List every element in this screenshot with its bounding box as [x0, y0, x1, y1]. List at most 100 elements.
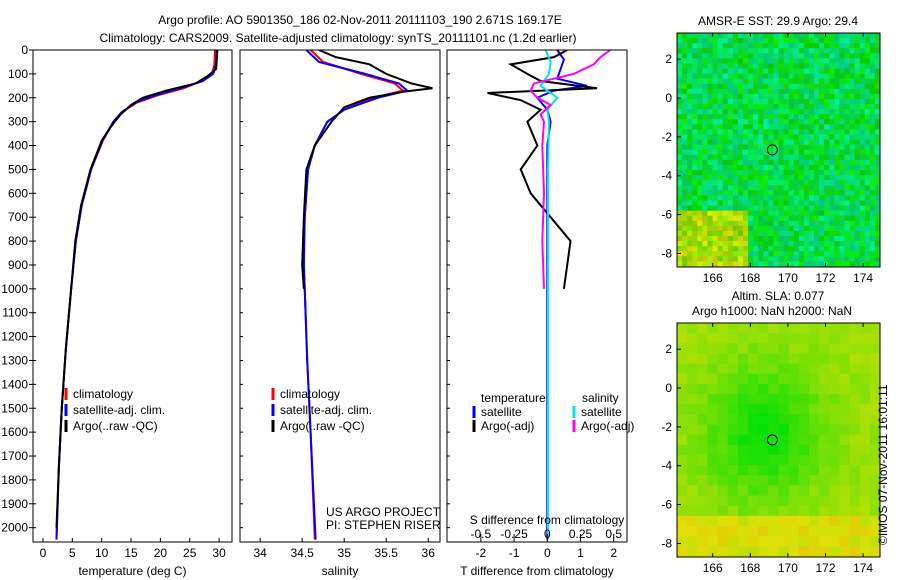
map-cell	[737, 195, 744, 201]
map-cell	[864, 109, 871, 115]
map-cell	[727, 43, 734, 49]
map-cell	[773, 185, 779, 191]
y-tick-label: 500	[8, 162, 28, 176]
map-cell	[748, 256, 754, 262]
map-cell	[839, 68, 845, 75]
map-cell	[737, 363, 749, 375]
map-cell	[687, 88, 693, 95]
map-cell	[849, 63, 856, 70]
map-cell	[788, 414, 800, 425]
map-cell	[859, 230, 866, 237]
map-cell	[682, 210, 688, 217]
map-cell	[722, 154, 729, 161]
map-cell	[727, 200, 734, 207]
map-cell	[864, 236, 871, 242]
map-cell	[849, 475, 861, 486]
map-cell	[834, 104, 840, 110]
map-cell	[829, 83, 835, 90]
map-cell	[788, 185, 795, 191]
map-cell	[819, 343, 830, 354]
map-cell	[722, 220, 729, 227]
map-cell	[824, 134, 830, 141]
map-cell	[869, 515, 881, 527]
map-cell	[869, 38, 876, 44]
map-cell	[692, 48, 698, 54]
map-cell	[849, 251, 856, 257]
map-cell	[819, 154, 825, 161]
map-cell	[702, 205, 708, 212]
map-cell	[874, 109, 881, 115]
map-cell	[727, 58, 734, 64]
map-cell	[677, 33, 683, 39]
map-cell	[712, 73, 719, 80]
map-cell	[722, 256, 729, 262]
map-cell	[859, 180, 866, 186]
map-cell	[849, 495, 861, 507]
map-cell	[722, 215, 729, 222]
map-cell	[717, 454, 729, 466]
map-cell	[849, 434, 861, 446]
map-cell	[692, 256, 698, 262]
map-cell	[808, 241, 815, 247]
map-cell	[707, 58, 714, 64]
map-cell	[829, 43, 835, 49]
map-cell	[869, 495, 881, 507]
map-cell	[712, 220, 719, 227]
map-cell	[768, 515, 779, 527]
map-cell	[773, 68, 779, 75]
map-cell	[758, 444, 769, 456]
map-cell	[839, 185, 845, 191]
map-cell	[869, 159, 876, 166]
map-cell	[849, 373, 861, 385]
map-cell	[864, 154, 871, 161]
map-cell	[834, 114, 840, 120]
map-cell	[702, 241, 708, 247]
map-cell	[819, 241, 825, 247]
map-cell	[692, 251, 698, 257]
map-cell	[783, 159, 790, 166]
map-cell	[808, 546, 820, 557]
map-cell	[717, 175, 724, 181]
map-cell	[793, 180, 800, 186]
map-cell	[819, 73, 825, 80]
map-cell	[783, 98, 790, 105]
map-cell	[793, 144, 800, 151]
map-cell	[834, 241, 840, 247]
map-cell	[834, 38, 840, 44]
map-cell	[753, 164, 759, 171]
map-cell	[773, 48, 779, 54]
map-cell	[829, 505, 840, 517]
map-cell	[798, 154, 805, 161]
map-cell	[748, 38, 754, 44]
map-cell	[844, 83, 851, 90]
map-cell	[803, 98, 810, 105]
map-cell	[788, 251, 795, 257]
map-cell	[753, 83, 759, 90]
map-cell	[839, 404, 851, 415]
legend-title-salinity: salinity	[582, 391, 619, 405]
map-cell	[798, 444, 810, 456]
map-cell	[849, 58, 856, 64]
map-cell	[834, 175, 840, 181]
map-cell	[834, 144, 840, 151]
map-cell	[748, 164, 754, 171]
map-cell	[682, 134, 688, 141]
map-cell	[839, 373, 851, 385]
map-cell	[712, 38, 719, 44]
map-cell	[677, 465, 688, 476]
map-cell	[854, 93, 861, 100]
argo-location-marker	[766, 434, 778, 446]
map-cell	[819, 43, 825, 49]
map-cell	[859, 53, 866, 59]
map-cell	[854, 134, 861, 141]
map-cell	[849, 404, 861, 415]
map-cell	[702, 48, 708, 54]
map-cell	[697, 353, 708, 365]
map-cell	[737, 444, 749, 456]
map-cell	[834, 109, 840, 115]
map-cell	[702, 109, 708, 115]
map-cell	[849, 83, 856, 90]
map-cell	[768, 149, 774, 156]
map-cell	[814, 144, 820, 151]
